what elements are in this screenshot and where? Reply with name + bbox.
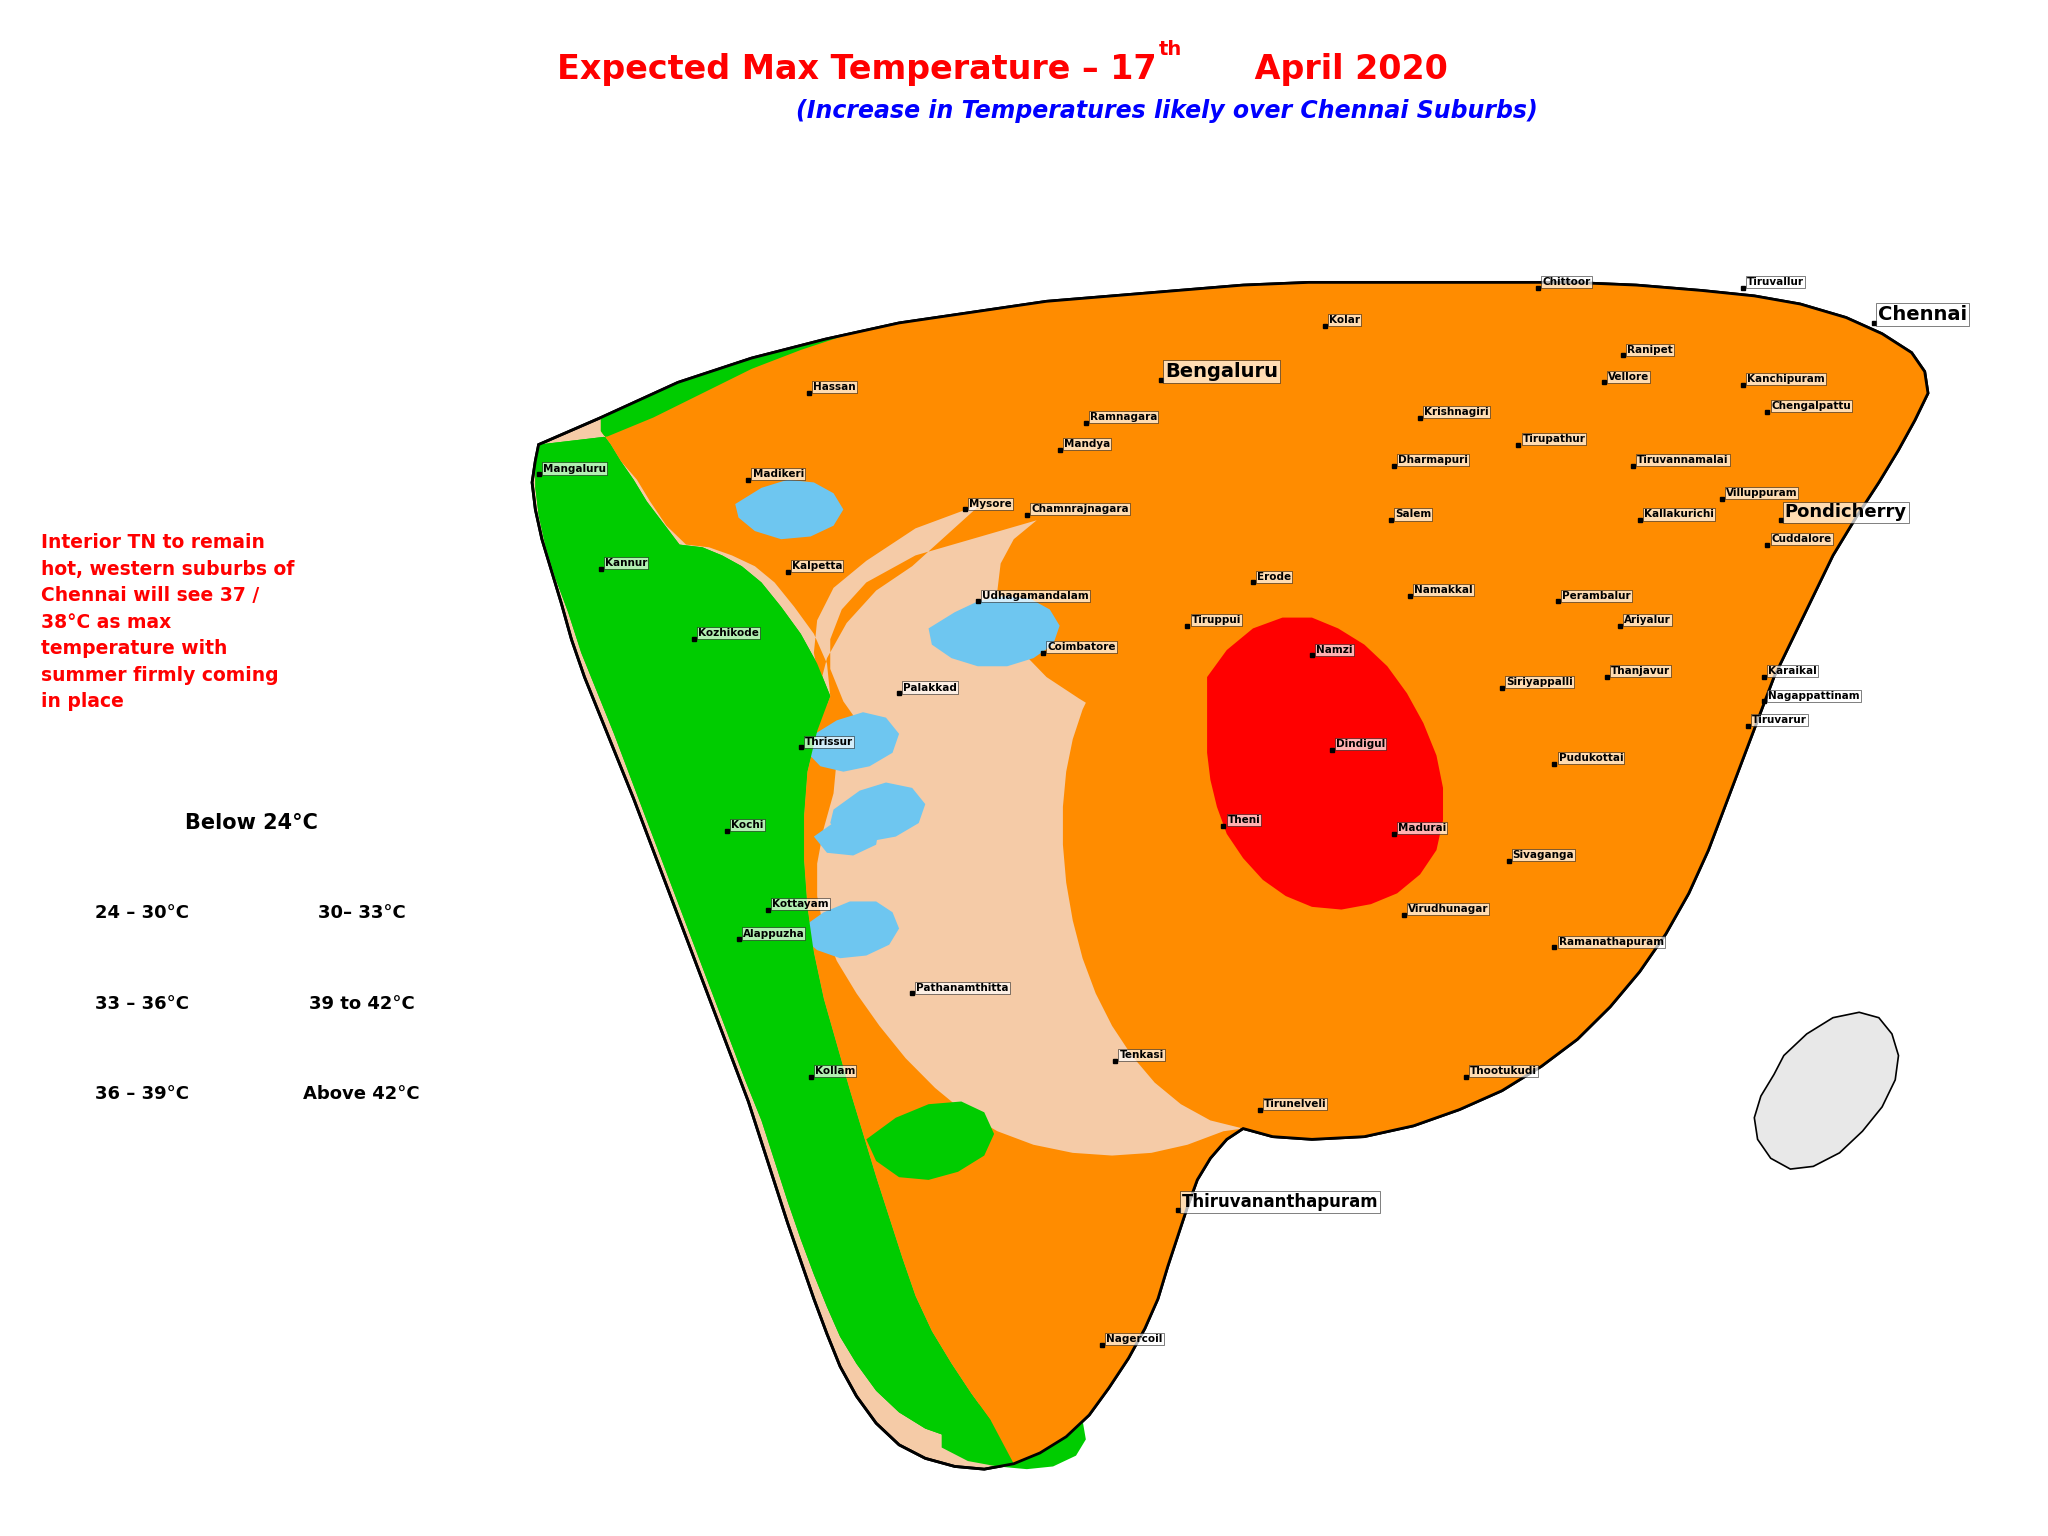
Text: Chengalpattu: Chengalpattu bbox=[1772, 401, 1851, 412]
Polygon shape bbox=[735, 479, 844, 539]
Text: Tiruppui: Tiruppui bbox=[1192, 614, 1241, 625]
Text: Alappuzha: Alappuzha bbox=[743, 929, 805, 938]
Text: Sivaganga: Sivaganga bbox=[1513, 849, 1575, 860]
Text: th: th bbox=[1159, 40, 1182, 58]
Text: April 2020: April 2020 bbox=[1243, 52, 1448, 86]
Text: Chittoor: Chittoor bbox=[1542, 276, 1591, 287]
Text: Above 42°C: Above 42°C bbox=[303, 1086, 420, 1103]
Text: Kochi: Kochi bbox=[731, 820, 764, 831]
Text: Kottayam: Kottayam bbox=[772, 899, 829, 909]
Text: Thrissur: Thrissur bbox=[805, 737, 854, 746]
Polygon shape bbox=[866, 1101, 993, 1180]
Text: Palakkad: Palakkad bbox=[903, 682, 956, 693]
Text: Tenkasi: Tenkasi bbox=[1120, 1051, 1163, 1060]
Text: 24 – 30°C: 24 – 30°C bbox=[96, 905, 188, 922]
Polygon shape bbox=[1206, 617, 1444, 909]
Polygon shape bbox=[600, 283, 1927, 1464]
Text: (Increase in Temperatures likely over Chennai Suburbs): (Increase in Temperatures likely over Ch… bbox=[797, 98, 1538, 123]
Text: Namzi: Namzi bbox=[1317, 645, 1352, 654]
Text: Kolar: Kolar bbox=[1329, 315, 1360, 324]
Text: Erode: Erode bbox=[1257, 571, 1290, 582]
Text: Salem: Salem bbox=[1395, 510, 1432, 519]
Text: Namakkal: Namakkal bbox=[1415, 585, 1473, 594]
Text: Thootukudi: Thootukudi bbox=[1470, 1066, 1538, 1077]
Text: Thiruvananthapuram: Thiruvananthapuram bbox=[1182, 1193, 1378, 1210]
Text: Pathanamthitta: Pathanamthitta bbox=[915, 983, 1010, 992]
Text: Mangaluru: Mangaluru bbox=[543, 464, 606, 473]
Polygon shape bbox=[801, 902, 899, 958]
Polygon shape bbox=[1755, 1012, 1898, 1169]
Text: Ranipet: Ranipet bbox=[1628, 344, 1673, 355]
Text: Kannur: Kannur bbox=[604, 558, 647, 568]
Polygon shape bbox=[532, 283, 1927, 1468]
Text: Krishnagiri: Krishnagiri bbox=[1423, 407, 1489, 416]
Text: Chennai: Chennai bbox=[1878, 306, 1968, 324]
Text: Madikeri: Madikeri bbox=[752, 468, 803, 479]
Text: Dindigul: Dindigul bbox=[1335, 739, 1384, 750]
Text: 36 – 39°C: 36 – 39°C bbox=[96, 1086, 188, 1103]
Text: Nagappattinam: Nagappattinam bbox=[1767, 691, 1860, 700]
Text: Interior TN to remain
hot, western suburbs of
Chennai will see 37 /
38°C as max
: Interior TN to remain hot, western subur… bbox=[41, 533, 295, 711]
Text: Kalpetta: Kalpetta bbox=[793, 561, 842, 571]
Text: Kozhikode: Kozhikode bbox=[698, 628, 760, 639]
Text: Mysore: Mysore bbox=[969, 499, 1012, 508]
Text: Below 24°C: Below 24°C bbox=[186, 813, 317, 833]
Text: Ariyalur: Ariyalur bbox=[1624, 614, 1671, 625]
Text: Tiruvarur: Tiruvarur bbox=[1751, 714, 1806, 725]
Text: Bengaluru: Bengaluru bbox=[1165, 362, 1278, 381]
Text: Pondicherry: Pondicherry bbox=[1784, 504, 1907, 522]
Text: Nagercoil: Nagercoil bbox=[1106, 1335, 1163, 1344]
Text: Villuppuram: Villuppuram bbox=[1726, 488, 1798, 498]
Text: Kollam: Kollam bbox=[815, 1066, 856, 1077]
Text: Karaikal: Karaikal bbox=[1767, 667, 1817, 676]
Text: Cuddalore: Cuddalore bbox=[1772, 535, 1831, 544]
Text: Theni: Theni bbox=[1227, 816, 1260, 825]
Text: Dharmapuri: Dharmapuri bbox=[1399, 456, 1468, 465]
Text: Tirunelveli: Tirunelveli bbox=[1264, 1098, 1327, 1109]
Text: Kanchipuram: Kanchipuram bbox=[1747, 375, 1825, 384]
Text: Expected Max Temperature – 17: Expected Max Temperature – 17 bbox=[557, 52, 1157, 86]
Text: Udhagamandalam: Udhagamandalam bbox=[981, 591, 1090, 601]
Text: Siriyappalli: Siriyappalli bbox=[1505, 677, 1573, 687]
Text: Ramnagara: Ramnagara bbox=[1090, 412, 1157, 422]
Polygon shape bbox=[928, 596, 1059, 667]
Polygon shape bbox=[535, 323, 991, 1436]
Polygon shape bbox=[942, 1396, 1085, 1468]
Text: Ramanathapuram: Ramanathapuram bbox=[1559, 937, 1663, 946]
Text: Pudukottai: Pudukottai bbox=[1559, 753, 1624, 763]
Text: Tirupathur: Tirupathur bbox=[1522, 433, 1585, 444]
Text: 30– 33°C: 30– 33°C bbox=[317, 905, 406, 922]
Text: 39 to 42°C: 39 to 42°C bbox=[309, 995, 414, 1012]
Text: Madurai: Madurai bbox=[1399, 823, 1446, 833]
Text: Hassan: Hassan bbox=[813, 382, 856, 392]
Text: Tiruvallur: Tiruvallur bbox=[1747, 276, 1804, 287]
Text: Thanjavur: Thanjavur bbox=[1612, 667, 1671, 676]
Polygon shape bbox=[813, 816, 879, 856]
Text: Mandya: Mandya bbox=[1063, 439, 1110, 449]
Polygon shape bbox=[829, 782, 926, 842]
Text: Vellore: Vellore bbox=[1608, 372, 1649, 381]
Text: Kallakurichi: Kallakurichi bbox=[1645, 510, 1714, 519]
Text: Coimbatore: Coimbatore bbox=[1047, 642, 1116, 651]
Text: Tiruvannamalai: Tiruvannamalai bbox=[1636, 456, 1729, 465]
Text: Chamnrajnagara: Chamnrajnagara bbox=[1030, 504, 1128, 515]
Polygon shape bbox=[535, 323, 991, 1436]
Text: Virudhunagar: Virudhunagar bbox=[1407, 905, 1489, 914]
Polygon shape bbox=[807, 713, 899, 771]
Text: Perambalur: Perambalur bbox=[1563, 591, 1630, 601]
Text: 33 – 36°C: 33 – 36°C bbox=[96, 995, 188, 1012]
